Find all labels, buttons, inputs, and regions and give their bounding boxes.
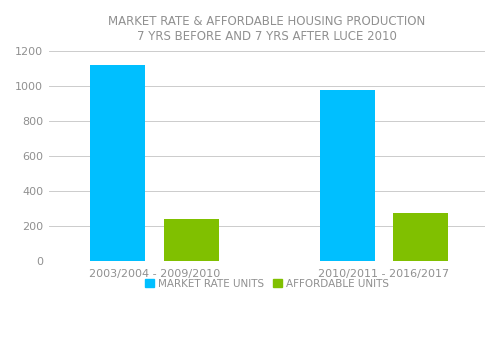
Bar bbox=[393, 213, 448, 261]
Title: MARKET RATE & AFFORDABLE HOUSING PRODUCTION
7 YRS BEFORE AND 7 YRS AFTER LUCE 20: MARKET RATE & AFFORDABLE HOUSING PRODUCT… bbox=[108, 15, 426, 43]
Bar bbox=[90, 65, 145, 261]
Bar bbox=[164, 219, 218, 261]
Legend: MARKET RATE UNITS, AFFORDABLE UNITS: MARKET RATE UNITS, AFFORDABLE UNITS bbox=[140, 275, 394, 293]
Bar bbox=[320, 90, 375, 261]
